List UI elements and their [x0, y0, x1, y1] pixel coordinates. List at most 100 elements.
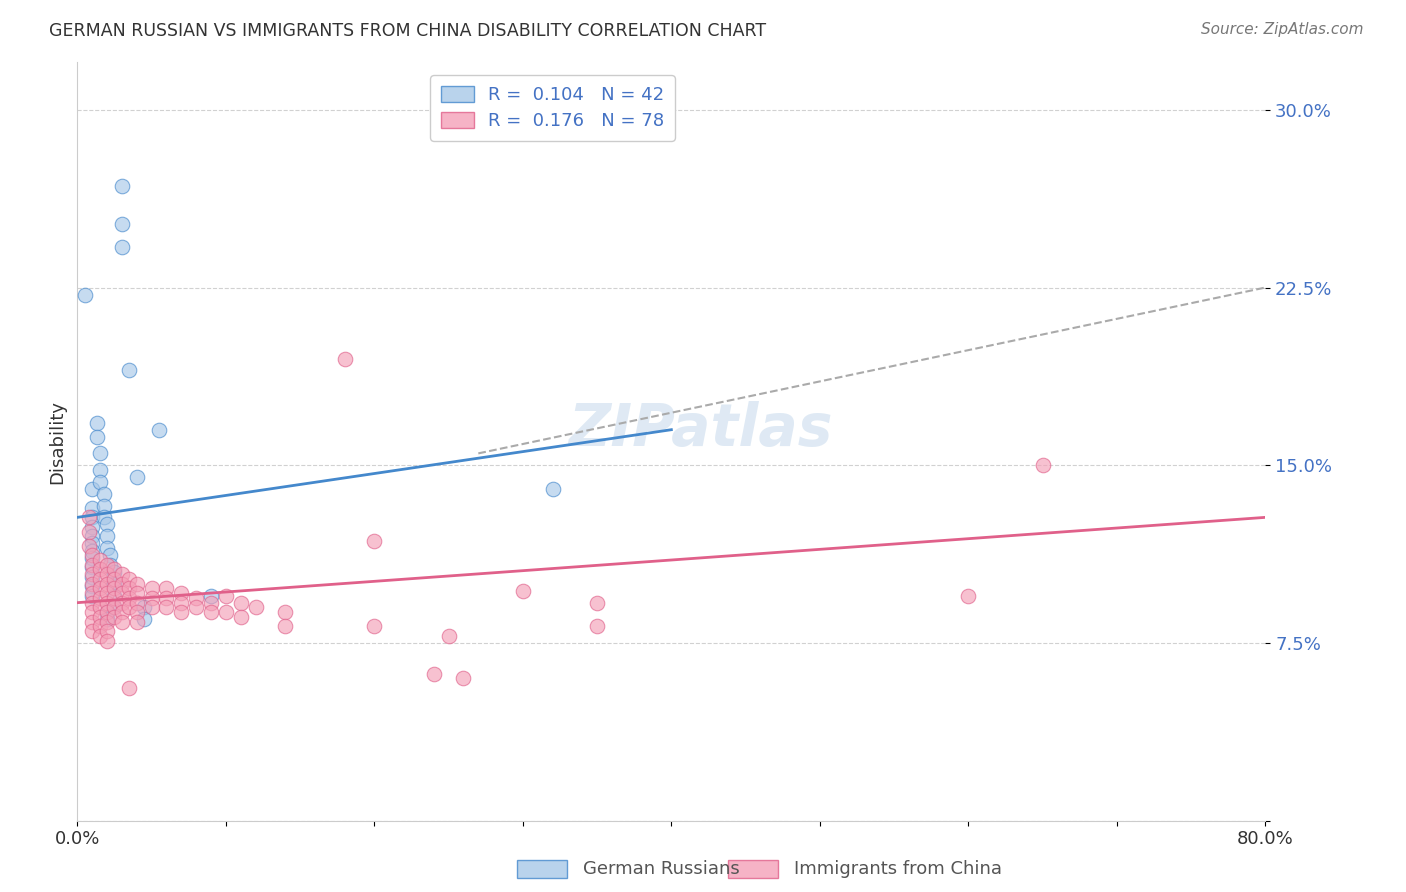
- Legend: R =  0.104   N = 42, R =  0.176   N = 78: R = 0.104 N = 42, R = 0.176 N = 78: [430, 75, 675, 141]
- Point: [229, 610, 252, 624]
- Point: [103, 600, 125, 615]
- Point: [111, 178, 134, 193]
- Point: [141, 600, 163, 615]
- Point: [103, 589, 125, 603]
- Point: [200, 605, 222, 619]
- Point: [363, 619, 385, 633]
- Point: [118, 582, 141, 596]
- Point: [125, 596, 148, 610]
- Point: [82, 576, 104, 591]
- Point: [111, 605, 134, 619]
- Point: [141, 582, 163, 596]
- Point: [82, 510, 104, 524]
- Point: [93, 499, 115, 513]
- Point: [170, 596, 193, 610]
- Point: [82, 482, 104, 496]
- Point: [96, 615, 118, 629]
- Point: [111, 615, 134, 629]
- Point: [229, 596, 252, 610]
- Point: [125, 605, 148, 619]
- Point: [103, 610, 125, 624]
- Point: [453, 672, 475, 686]
- Text: GERMAN RUSSIAN VS IMMIGRANTS FROM CHINA DISABILITY CORRELATION CHART: GERMAN RUSSIAN VS IMMIGRANTS FROM CHINA …: [49, 22, 766, 40]
- Point: [96, 586, 118, 600]
- Point: [82, 500, 104, 515]
- Point: [125, 615, 148, 629]
- Point: [148, 423, 170, 437]
- Point: [155, 600, 177, 615]
- Point: [82, 548, 104, 563]
- Point: [103, 562, 125, 576]
- Point: [96, 541, 118, 556]
- Point: [82, 558, 104, 572]
- Point: [89, 619, 111, 633]
- Y-axis label: Disability: Disability: [48, 400, 66, 483]
- Point: [77, 510, 100, 524]
- Point: [82, 536, 104, 550]
- Point: [96, 529, 118, 543]
- Point: [155, 582, 177, 596]
- Point: [82, 543, 104, 558]
- Point: [82, 605, 104, 619]
- Point: [437, 629, 460, 643]
- Point: [98, 548, 121, 563]
- Point: [200, 589, 222, 603]
- Point: [111, 217, 134, 231]
- Point: [96, 576, 118, 591]
- Text: German Russians: German Russians: [583, 860, 740, 878]
- Point: [93, 510, 115, 524]
- Point: [111, 586, 134, 600]
- Point: [118, 600, 141, 615]
- Point: [77, 539, 100, 553]
- Point: [586, 596, 609, 610]
- Point: [82, 596, 104, 610]
- Point: [96, 567, 118, 582]
- Point: [125, 576, 148, 591]
- Point: [82, 560, 104, 574]
- Point: [186, 600, 208, 615]
- Point: [363, 534, 385, 549]
- Point: [215, 589, 238, 603]
- Point: [103, 565, 125, 579]
- Point: [82, 529, 104, 543]
- Point: [89, 572, 111, 586]
- Point: [82, 567, 104, 582]
- Point: [86, 416, 108, 430]
- Point: [111, 596, 134, 610]
- Point: [89, 629, 111, 643]
- Point: [274, 605, 297, 619]
- Point: [98, 558, 121, 572]
- Point: [86, 430, 108, 444]
- Point: [89, 610, 111, 624]
- Point: [111, 567, 134, 582]
- Point: [96, 596, 118, 610]
- Point: [82, 550, 104, 565]
- Point: [96, 624, 118, 639]
- Point: [82, 586, 104, 600]
- Point: [89, 562, 111, 576]
- Point: [118, 591, 141, 605]
- Point: [541, 482, 564, 496]
- Point: [200, 596, 222, 610]
- Point: [103, 600, 125, 615]
- Point: [96, 633, 118, 648]
- Point: [96, 605, 118, 619]
- Point: [89, 600, 111, 615]
- Point: [118, 572, 141, 586]
- Point: [82, 569, 104, 583]
- Point: [82, 520, 104, 534]
- Point: [111, 240, 134, 254]
- Point: [82, 579, 104, 593]
- Point: [155, 591, 177, 605]
- Point: [170, 605, 193, 619]
- Point: [111, 576, 134, 591]
- Point: [274, 619, 297, 633]
- Point: [957, 589, 980, 603]
- Point: [125, 586, 148, 600]
- Point: [170, 586, 193, 600]
- Text: ZIPatlas: ZIPatlas: [569, 401, 834, 458]
- Point: [93, 486, 115, 500]
- Point: [103, 591, 125, 605]
- Text: Immigrants from China: Immigrants from China: [794, 860, 1002, 878]
- Point: [82, 589, 104, 603]
